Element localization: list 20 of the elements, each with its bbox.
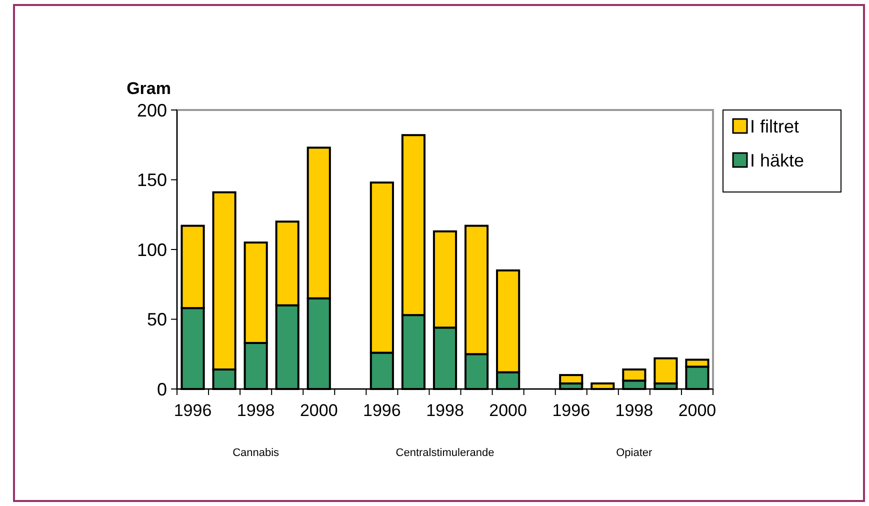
x-tick-label: 1998 bbox=[236, 401, 275, 420]
x-tick-label: 1996 bbox=[363, 401, 401, 420]
text: Centralstimulerande bbox=[396, 447, 494, 459]
text: Cannabis bbox=[232, 447, 280, 459]
y-tick-label: 0 bbox=[156, 379, 167, 400]
y-tick-label: 200 bbox=[136, 100, 167, 120]
legend-label: I filtret bbox=[750, 116, 800, 136]
x-tick-label: 2000 bbox=[300, 401, 338, 420]
y-tick-label: 50 bbox=[146, 310, 167, 330]
x-tick-label: 1998 bbox=[426, 401, 464, 420]
x-tick-label: 1996 bbox=[552, 401, 590, 420]
text: Opiater bbox=[616, 447, 653, 459]
x-tick-label: 1996 bbox=[174, 401, 212, 420]
y-axis-title: Gram bbox=[126, 79, 171, 98]
y-tick-label: 100 bbox=[136, 240, 167, 260]
y-tick-label: 150 bbox=[136, 170, 167, 190]
x-tick-label: 1998 bbox=[615, 401, 654, 420]
x-tick-label: 2000 bbox=[489, 401, 527, 420]
x-tick-label: 2000 bbox=[678, 401, 716, 420]
legend-label: I häkte bbox=[750, 150, 804, 170]
